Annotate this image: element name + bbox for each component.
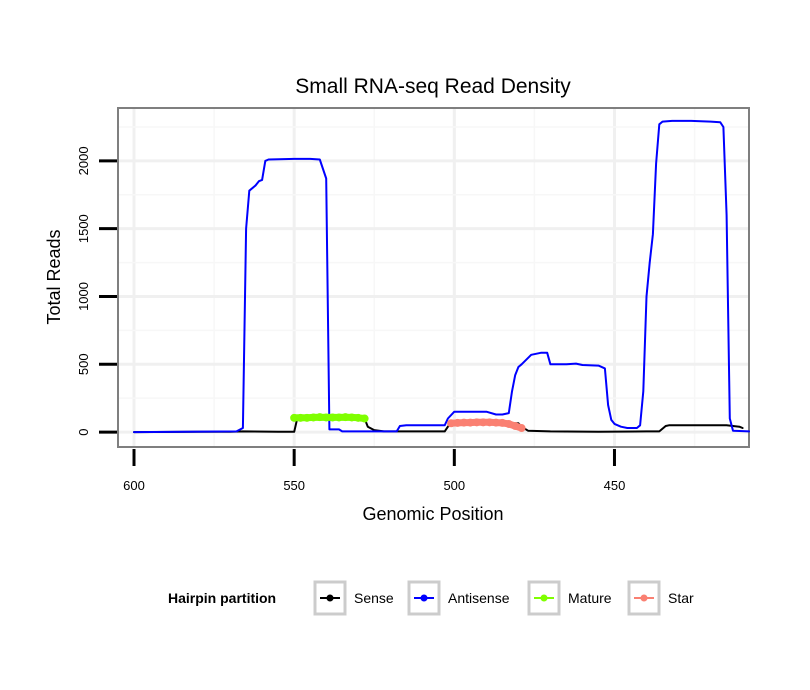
legend-label-mature: Mature	[568, 590, 612, 606]
data-point-star-1	[453, 418, 462, 427]
data-point-star-5	[479, 418, 488, 427]
data-point-mature-7	[335, 413, 344, 422]
legend-label-star: Star	[668, 590, 694, 606]
data-point-star-3	[466, 418, 475, 427]
series-line-antisense	[133, 119, 750, 434]
x-tick-label-550: 550	[283, 478, 305, 493]
data-point-mature-10	[354, 413, 363, 422]
data-point-star-6	[485, 418, 494, 427]
data-point-mature-3	[309, 413, 318, 422]
data-point-mature-11	[360, 414, 369, 423]
legend-key-point-sense	[326, 594, 334, 602]
chart-title: Small RNA-seq Read Density	[295, 75, 571, 98]
data-point-star-8	[498, 418, 507, 427]
x-axis: 600 550 500 450	[123, 449, 625, 493]
data-point-star-7	[491, 418, 500, 427]
legend-label-sense: Sense	[354, 590, 394, 606]
legend-title: Hairpin partition	[168, 590, 276, 606]
legend-key-point-star	[640, 594, 648, 602]
y-tick-label-2000: 2000	[76, 146, 91, 175]
data-point-star-9	[504, 419, 513, 428]
series-line-sense	[133, 416, 744, 434]
y-tick-label-1000: 1000	[76, 282, 91, 311]
x-tick-label-500: 500	[443, 478, 465, 493]
y-tick-label-1500: 1500	[76, 214, 91, 243]
y-tick-label-0: 0	[76, 428, 91, 435]
y-axis: 0 500 1000 1500 2000	[76, 146, 117, 436]
x-axis-label: Genomic Position	[362, 504, 503, 524]
data-point-mature-8	[341, 413, 350, 422]
legend-label-antisense: Antisense	[448, 590, 510, 606]
x-tick-label-450: 450	[604, 478, 626, 493]
data-point-mature-2	[302, 413, 311, 422]
data-point-star-10	[511, 421, 520, 430]
series-layer	[133, 119, 750, 434]
data-point-mature-5	[322, 413, 331, 422]
data-point-star-2	[459, 418, 468, 427]
data-point-star-11	[517, 424, 526, 433]
legend-key-point-mature	[540, 594, 548, 602]
y-tick-label-500: 500	[76, 353, 91, 375]
data-point-mature-1	[296, 413, 305, 422]
legend: Hairpin partition Sense Antisense Mature St…	[168, 580, 694, 616]
data-point-mature-6	[328, 413, 337, 422]
y-axis-label: Total Reads	[44, 229, 64, 324]
data-point-mature-4	[315, 413, 324, 422]
legend-key-point-antisense	[420, 594, 428, 602]
data-point-star-4	[472, 418, 481, 427]
data-point-star-0	[447, 419, 456, 428]
x-tick-label-600: 600	[123, 478, 145, 493]
data-point-mature-9	[347, 413, 356, 422]
data-point-mature-0	[290, 413, 299, 422]
plot-panel	[117, 107, 750, 448]
